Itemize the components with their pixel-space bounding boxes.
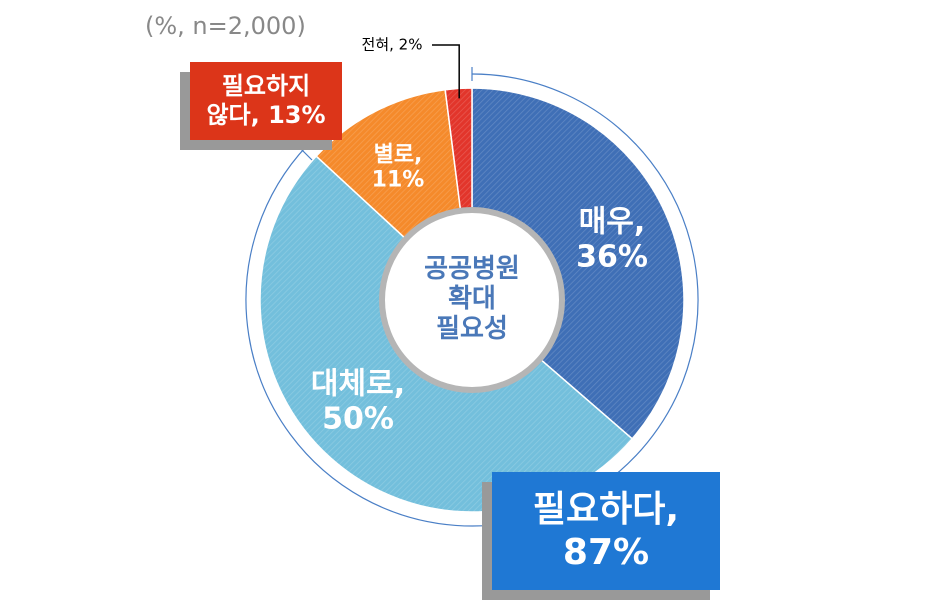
slice-label: 매우, 36% [552,204,672,275]
group-label: 필요하다, [532,488,680,530]
group-label: 필요하지 않다, [206,72,311,129]
subtitle: (%, n=2,000) [145,12,306,40]
slice-label: 별로, 11% [354,143,442,194]
group-text: 필요하지 않다, 13% [205,72,327,130]
category-label: 전혀, [361,35,394,54]
group-value: 87% [562,532,650,573]
slice-label: 전혀, 2% [362,36,423,53]
box-connector [299,147,313,161]
group-box: 필요하다, 87% [492,472,720,590]
donut-slice [471,87,685,440]
center-title: 공공병원 확대 필요성 [424,254,520,344]
value-label: 36% [576,239,648,274]
category-label: 매우, [578,204,646,240]
value-label: 11% [371,168,425,193]
group-value: 13% [268,101,326,129]
leader-line [432,44,460,99]
slice-label: 대체로, 50% [298,366,418,437]
group-text: 필요하다, 87% [502,488,710,574]
value-label: 50% [322,401,394,436]
group-box: 필요하지 않다, 13% [190,62,342,140]
category-label: 별로, [373,142,423,168]
donut-hole [379,207,565,393]
category-label: 대체로, [310,366,406,402]
value-label: 2% [398,35,423,54]
